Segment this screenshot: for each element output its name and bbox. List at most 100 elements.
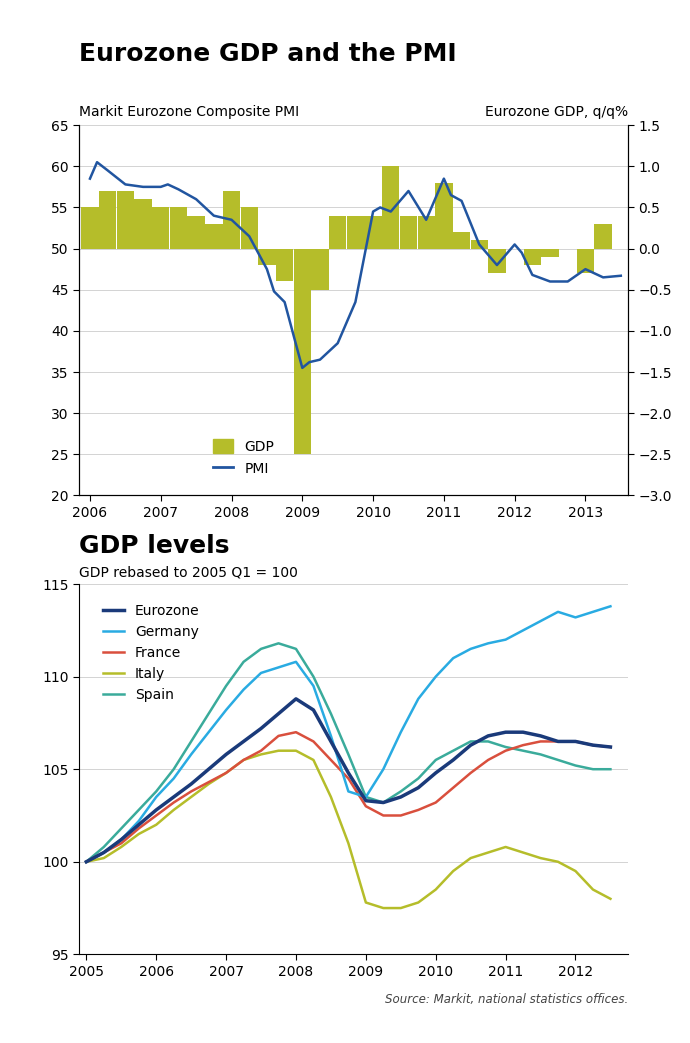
Eurozone <box>204 763 213 776</box>
France <box>484 754 492 767</box>
France <box>222 767 230 779</box>
Spain <box>362 791 370 803</box>
Italy <box>449 865 457 877</box>
Eurozone <box>536 730 544 743</box>
Spain <box>484 735 492 748</box>
France <box>135 822 143 834</box>
Spain <box>571 759 580 772</box>
France <box>99 846 108 858</box>
France <box>257 745 265 757</box>
Germany <box>135 815 143 827</box>
Bar <box>577 248 594 273</box>
Germany <box>257 666 265 679</box>
Germany <box>222 704 230 717</box>
Bar <box>135 199 152 248</box>
Spain <box>554 754 562 767</box>
Eurozone <box>484 730 492 743</box>
Eurozone <box>152 804 160 817</box>
Italy <box>222 767 230 779</box>
Spain <box>397 785 405 798</box>
France <box>117 836 126 849</box>
Eurozone <box>449 754 457 767</box>
Bar <box>595 224 612 248</box>
Line: Italy: Italy <box>86 751 611 908</box>
Bar <box>471 240 488 248</box>
Spain <box>519 745 527 757</box>
Bar <box>364 216 382 248</box>
Italy <box>554 855 562 868</box>
Bar <box>311 248 328 290</box>
Eurozone <box>99 846 108 858</box>
Eurozone <box>502 726 510 738</box>
Line: France: France <box>86 732 611 862</box>
Spain <box>292 642 300 655</box>
Bar <box>205 224 222 248</box>
Italy <box>431 883 440 896</box>
Germany <box>344 785 353 798</box>
Spain <box>344 748 353 760</box>
Italy <box>344 836 353 849</box>
France <box>187 785 195 798</box>
Italy <box>414 896 422 908</box>
France <box>344 772 353 784</box>
Eurozone <box>380 796 388 808</box>
Spain <box>239 656 248 669</box>
Italy <box>484 846 492 858</box>
Line: Spain: Spain <box>86 644 611 862</box>
Italy <box>239 754 248 767</box>
Germany <box>414 693 422 705</box>
Germany <box>275 661 283 674</box>
Spain <box>222 680 230 693</box>
Italy <box>204 778 213 791</box>
Germany <box>327 730 335 743</box>
France <box>449 781 457 794</box>
Spain <box>257 642 265 655</box>
Bar <box>489 248 506 273</box>
Eurozone <box>135 819 143 831</box>
Line: Germany: Germany <box>86 606 611 862</box>
France <box>554 735 562 748</box>
France <box>275 730 283 743</box>
Spain <box>431 754 440 767</box>
France <box>589 738 597 751</box>
Spain <box>380 796 388 808</box>
Germany <box>204 726 213 738</box>
France <box>239 754 248 767</box>
Line: Eurozone: Eurozone <box>86 699 611 862</box>
Germany <box>292 656 300 669</box>
Germany <box>187 748 195 760</box>
Germany <box>589 606 597 618</box>
Germany <box>380 763 388 776</box>
Eurozone <box>292 693 300 705</box>
Bar <box>170 208 187 248</box>
France <box>309 735 317 748</box>
Spain <box>309 671 317 683</box>
Eurozone <box>571 735 580 748</box>
France <box>380 809 388 822</box>
Italy <box>82 855 90 868</box>
France <box>502 745 510 757</box>
Germany <box>82 855 90 868</box>
Legend: Eurozone, Germany, France, Italy, Spain: Eurozone, Germany, France, Italy, Spain <box>97 599 205 707</box>
Germany <box>607 600 615 612</box>
Bar <box>524 248 541 265</box>
France <box>414 804 422 817</box>
Italy <box>257 748 265 760</box>
Eurozone <box>554 735 562 748</box>
Italy <box>99 852 108 865</box>
Germany <box>484 637 492 650</box>
Bar <box>294 248 311 455</box>
Bar <box>453 233 471 248</box>
Eurozone <box>309 704 317 717</box>
France <box>204 776 213 789</box>
Germany <box>554 606 562 618</box>
Eurozone <box>170 791 178 803</box>
Bar <box>435 183 453 248</box>
Spain <box>536 748 544 760</box>
Spain <box>414 772 422 784</box>
Bar <box>99 191 117 248</box>
Germany <box>99 846 108 858</box>
Bar <box>223 191 240 248</box>
Germany <box>502 633 510 646</box>
Italy <box>292 745 300 757</box>
